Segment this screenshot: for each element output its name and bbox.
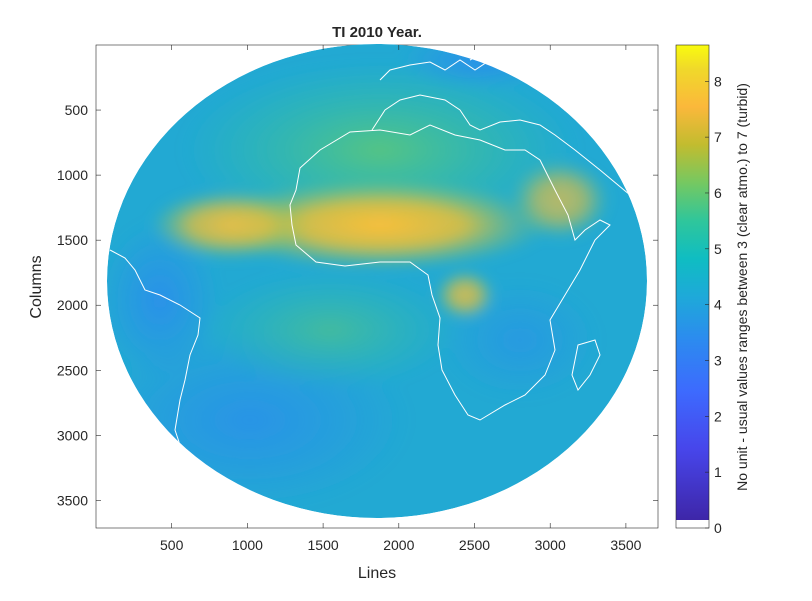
x-tick-label: 3500 xyxy=(610,537,641,553)
x-tick-label: 2500 xyxy=(459,537,490,553)
colorbar xyxy=(675,44,710,529)
colorbar-tick-label: 3 xyxy=(714,352,722,368)
x-tick-label: 2000 xyxy=(383,537,414,553)
colorbar-tick-label: 8 xyxy=(714,73,722,89)
x-axis: 500 1000 1500 2000 2500 3000 3500 xyxy=(160,45,642,553)
y-tick-label: 3000 xyxy=(57,427,88,443)
colorbar-tick-label: 5 xyxy=(714,241,722,257)
colorbar-ticks: 0 1 2 3 4 5 6 7 8 xyxy=(705,73,722,536)
y-tick-label: 2500 xyxy=(57,362,88,378)
y-tick-label: 2000 xyxy=(57,297,88,313)
y-tick-label: 1500 xyxy=(57,232,88,248)
y-tick-label: 500 xyxy=(65,102,89,118)
colorbar-tick-label: 4 xyxy=(714,297,722,313)
colorbar-label: No unit - usual values ranges between 3 … xyxy=(734,83,750,491)
colorbar-tick-label: 6 xyxy=(714,185,722,201)
chart-title: TI 2010 Year. xyxy=(332,24,422,41)
colorbar-bottom-swatch xyxy=(676,520,709,528)
colorbar-tick-label: 1 xyxy=(714,464,722,480)
x-tick-label: 1500 xyxy=(308,537,339,553)
y-tick-label: 3500 xyxy=(57,492,88,508)
y-axis: 500 1000 1500 2000 2500 3000 3500 xyxy=(57,102,658,508)
x-tick-label: 3000 xyxy=(535,537,566,553)
colorbar-tick-label: 2 xyxy=(714,408,722,424)
x-tick-label: 1000 xyxy=(232,537,263,553)
y-tick-label: 1000 xyxy=(57,167,88,183)
x-tick-label: 500 xyxy=(160,537,184,553)
colorbar-gradient xyxy=(676,45,709,520)
x-axis-label: Lines xyxy=(358,565,396,582)
colorbar-tick-label: 0 xyxy=(714,520,722,536)
y-axis-label: Columns xyxy=(28,255,45,318)
heatmap-image xyxy=(107,44,647,518)
colorbar-tick-label: 7 xyxy=(714,129,722,145)
